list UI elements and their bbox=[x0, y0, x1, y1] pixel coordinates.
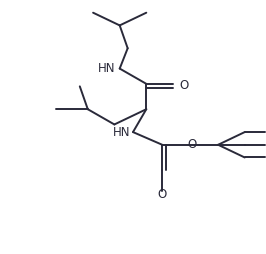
Text: HN: HN bbox=[98, 62, 116, 75]
Text: O: O bbox=[158, 188, 167, 201]
Text: O: O bbox=[187, 138, 196, 151]
Text: O: O bbox=[180, 78, 189, 92]
Text: HN: HN bbox=[113, 125, 130, 139]
